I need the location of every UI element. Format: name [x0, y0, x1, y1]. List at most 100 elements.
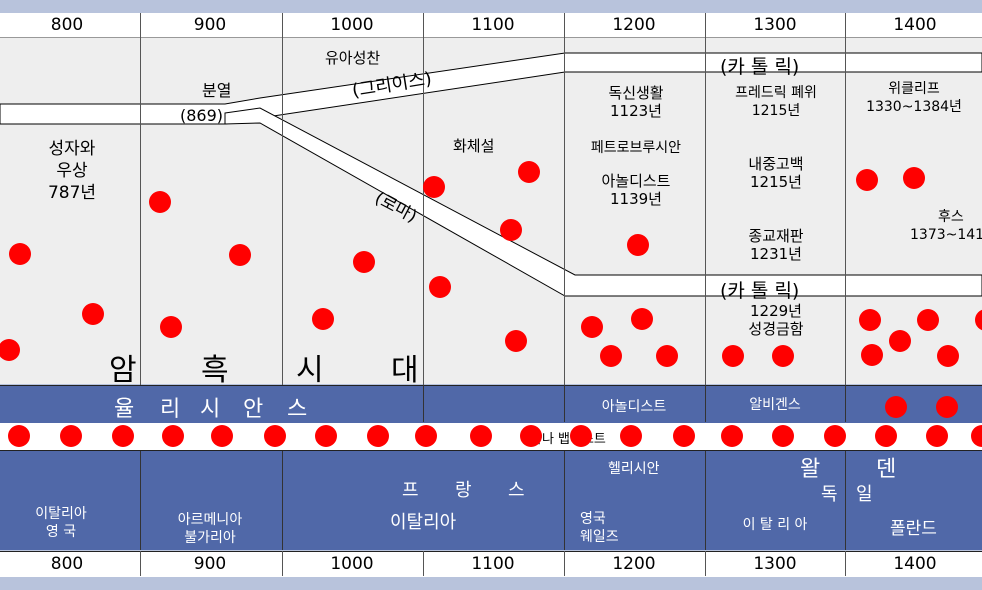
inquisition-label: 종교재판 1231년 [706, 227, 846, 263]
text-line: 우상 [56, 161, 88, 181]
year-label: 800 [50, 15, 84, 35]
paulicians-char: 율 [114, 397, 135, 422]
red-dot [264, 425, 286, 447]
red-dot [112, 425, 134, 447]
arnoldist-label: 아놀디스트 1139년 [566, 172, 706, 208]
grid-line [282, 13, 283, 385]
year-label: 900 [193, 15, 227, 35]
text-line: 프레드릭 폐위 [735, 85, 817, 101]
year-label: 1300 [753, 15, 797, 35]
red-dot [500, 219, 522, 241]
poland-label: 폴란드 [890, 519, 937, 539]
red-dot [581, 316, 603, 338]
text-line: 종교재판 [748, 227, 804, 245]
text-line: 1139년 [610, 190, 662, 208]
text-line: 1215년 [750, 173, 802, 191]
bible-ban-label: 1229년 성경금함 [706, 302, 846, 338]
text-line: 1373~1415 [910, 227, 982, 243]
text-line: 위클리프 [888, 81, 940, 97]
red-dot [861, 344, 883, 366]
year-label: 1000 [330, 554, 374, 574]
red-dot [60, 425, 82, 447]
red-dot [570, 425, 592, 447]
grid-line [423, 385, 424, 422]
text-line: 영국 [580, 511, 606, 527]
red-dot [975, 309, 982, 331]
paulicians-char: 안 [243, 397, 264, 422]
paulicians-char: 스 [287, 397, 308, 422]
text-line: 1123년 [610, 102, 662, 120]
dark-ages-char: 흑 [201, 353, 229, 388]
year-label: 800 [50, 554, 84, 574]
grid-line [845, 451, 846, 550]
england-wales-label: 영국 웨일즈 [580, 510, 619, 546]
church-branch-diagram [0, 52, 982, 297]
year-label: 1000 [330, 15, 374, 35]
text-line: 후스 [938, 209, 964, 225]
red-dot [470, 425, 492, 447]
dark-ages-char: 암 [109, 353, 137, 388]
year-label: 1400 [893, 15, 937, 35]
catholic-top-label: (카 톨 릭) [720, 56, 800, 78]
red-dot [903, 167, 925, 189]
germany-char: 일 [856, 484, 873, 505]
grid-line [564, 551, 565, 576]
red-dot [875, 425, 897, 447]
peter-brusian-label: 페트로브루시안 [590, 140, 682, 156]
waldenses-char: 덴 [876, 457, 897, 482]
top-year-bar [0, 13, 982, 38]
red-dot [859, 309, 881, 331]
celibacy-label: 독신생활 1123년 [566, 84, 706, 120]
schism-label: 분열 [202, 81, 232, 100]
grid-line [423, 13, 424, 385]
albigenses-band-label: 알비겐스 [749, 397, 801, 413]
text-line: 아놀디스트 [601, 172, 671, 190]
grid-line [564, 13, 565, 385]
text-line: 1215년 [751, 103, 801, 119]
grid-line [845, 13, 846, 385]
dark-ages-char: 시 [296, 353, 324, 388]
arnoldists-band-label: 아놀디스트 [601, 399, 667, 415]
armenia-bulgaria-label: 아르메니아 불가리아 [140, 511, 280, 547]
paulicians-char: 시 [200, 397, 221, 422]
text-line: 불가리아 [184, 530, 236, 546]
text-line: 웨일즈 [580, 529, 619, 545]
text-line: 이탈리아 [35, 506, 87, 522]
red-dot [627, 234, 649, 256]
confession-label: 내중고백 1215년 [706, 155, 846, 191]
year-label: 1100 [471, 554, 515, 574]
grid-line [705, 385, 706, 422]
grid-line [423, 551, 424, 576]
red-dot [971, 425, 982, 447]
red-dot [0, 339, 20, 361]
grid-line [282, 551, 283, 576]
red-dot [673, 425, 695, 447]
year-label: 1200 [612, 554, 656, 574]
france-char: 랑 [455, 480, 472, 501]
red-dot [160, 316, 182, 338]
red-dot [772, 345, 794, 367]
red-dot [656, 345, 678, 367]
red-dot [505, 330, 527, 352]
red-dot [937, 345, 959, 367]
italy-england-label: 이탈리아 영 국 [0, 505, 122, 541]
red-dot [889, 330, 911, 352]
transubstantiation-label: 화체설 [453, 137, 495, 155]
red-dot [8, 425, 30, 447]
schism-year-label: (869) [180, 106, 224, 125]
red-dot [211, 425, 233, 447]
red-dot [631, 308, 653, 330]
monothelete-label: 유아성찬 [325, 49, 381, 67]
grid-line [705, 13, 706, 385]
text-line: 1330~1384년 [866, 99, 962, 115]
bottom-year-bar [0, 551, 982, 577]
huss-label: 후스 1373~1415 [910, 208, 982, 244]
red-dot [82, 303, 104, 325]
red-dot [620, 425, 642, 447]
paulicians-band [0, 385, 982, 424]
text-line: 성자와 [48, 139, 96, 159]
text-line: 1229년 [750, 302, 802, 320]
dark-ages-char: 대 [391, 353, 419, 388]
red-dot [229, 244, 251, 266]
year-label: 1300 [753, 554, 797, 574]
